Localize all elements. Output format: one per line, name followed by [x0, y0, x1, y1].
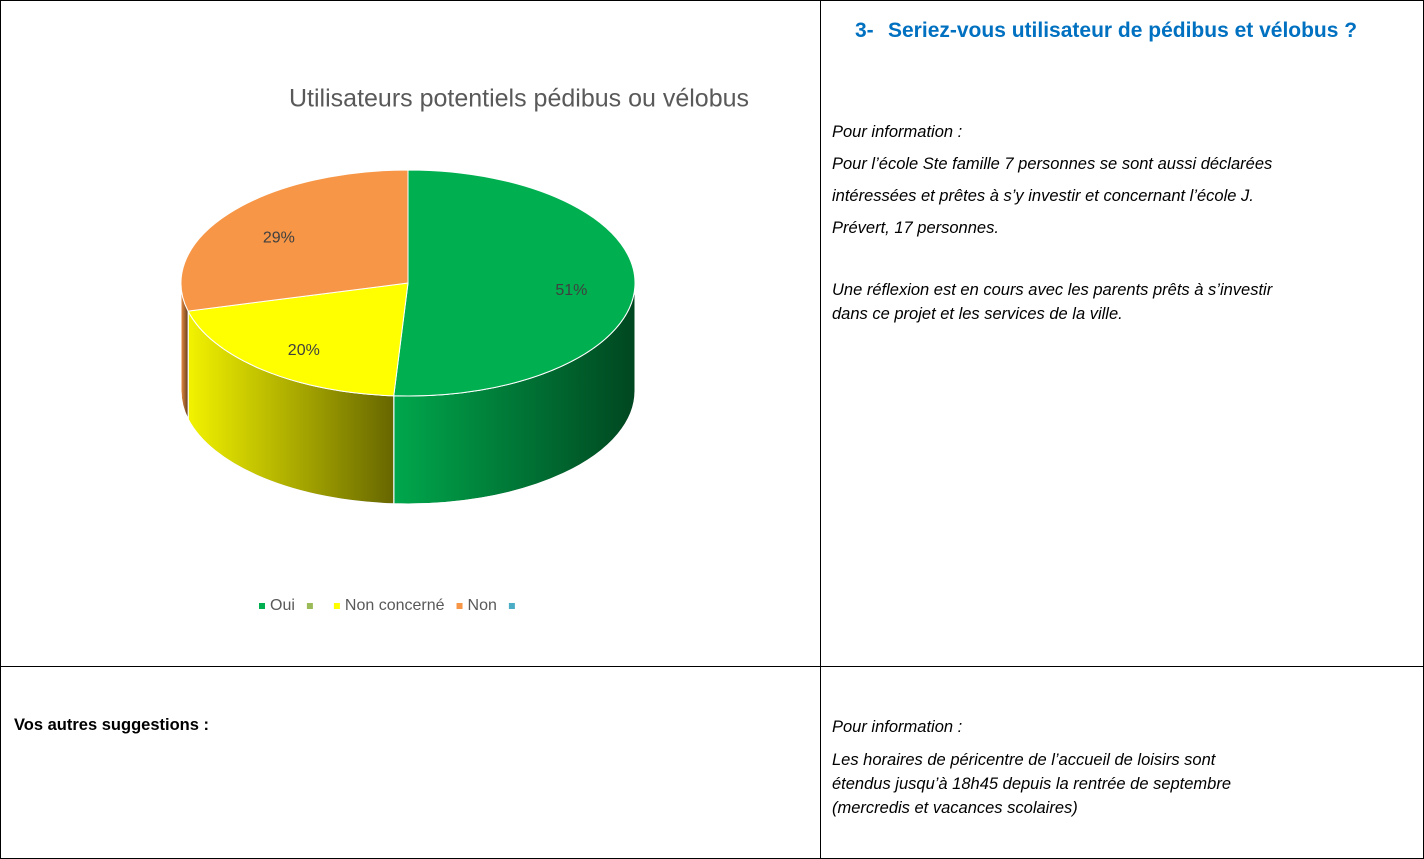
text-line: intéressées et prêtes à s’y investir et …: [832, 187, 1254, 205]
legend-label: Non concerné: [345, 597, 445, 614]
info-label: Pour information :: [832, 718, 963, 736]
legend-marker: [508, 603, 515, 609]
legend-marker: [306, 603, 313, 609]
slice: [393, 169, 636, 397]
pie-chart: Utilisateurs potentiels pédibus ou vélob…: [180, 85, 749, 614]
legend-label: Oui: [270, 597, 295, 614]
slice: [187, 282, 409, 397]
text-line: Prévert, 17 personnes.: [832, 219, 999, 237]
question-heading: 3- Seriez-vous utilisateur de pédibus et…: [855, 15, 1398, 47]
data-label: 29%: [263, 229, 295, 246]
row-divider: [0, 666, 1424, 667]
chart-title: Utilisateurs potentiels pédibus ou vélob…: [289, 85, 749, 113]
suggestions-label: Vos autres suggestions :: [14, 716, 209, 734]
info-block: Pour information : Pour l’école Ste fami…: [832, 116, 1272, 244]
legend-label: Non: [468, 597, 497, 614]
info-block: Une réflexion est en cours avec les pare…: [832, 278, 1272, 326]
info-label: Pour information :: [832, 123, 963, 141]
legend-marker: [456, 603, 463, 609]
text-line: Une réflexion est en cours avec les pare…: [832, 281, 1273, 299]
slice: [180, 169, 409, 312]
legend-marker: [333, 603, 340, 609]
text-line: (mercredis et vacances scolaires): [832, 799, 1078, 817]
text-line: étendus jusqu’à 18h45 depuis la rentrée …: [832, 775, 1232, 793]
column-divider: [820, 0, 821, 859]
data-label: 20%: [288, 342, 320, 359]
legend-marker: [259, 603, 265, 609]
text-line: Pour l’école Ste famille 7 personnes se …: [832, 155, 1273, 173]
data-label: 51%: [555, 282, 587, 299]
question-number: 3-: [855, 19, 874, 42]
text-line: Les horaires de péricentre de l’accueil …: [832, 751, 1216, 769]
info-block: Pour information : Les horaires de péric…: [832, 715, 1231, 820]
question-title: Seriez-vous utilisateur de pédibus et vé…: [888, 19, 1358, 42]
text-line: dans ce projet et les services de la vil…: [832, 305, 1123, 323]
